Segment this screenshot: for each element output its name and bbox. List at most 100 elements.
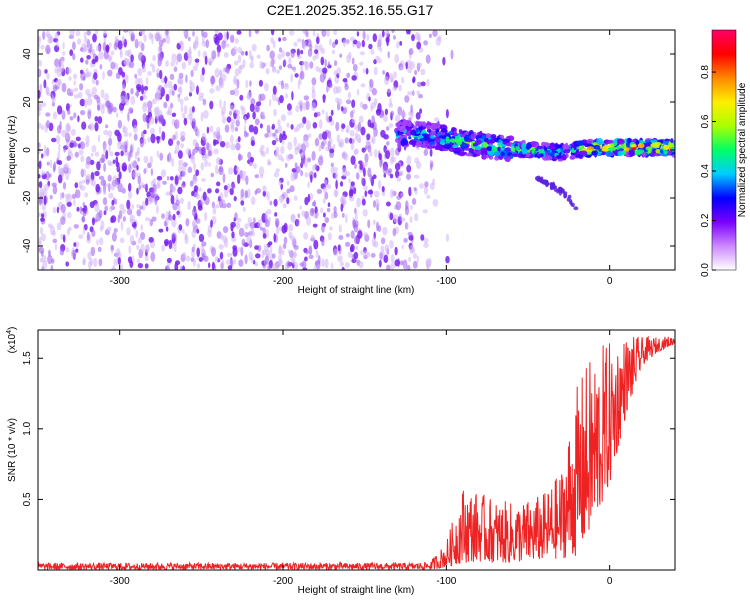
noise-blob	[278, 65, 283, 70]
noise-blob	[120, 221, 124, 231]
noise-blob	[254, 30, 259, 35]
noise-blob	[281, 133, 287, 141]
noise-blob	[282, 59, 287, 66]
noise-blob	[311, 85, 315, 93]
noise-blob	[445, 233, 450, 242]
noise-blob	[328, 82, 333, 89]
noise-blob	[209, 125, 214, 133]
noise-blob	[97, 134, 101, 143]
noise-blob	[254, 261, 259, 267]
noise-blob	[55, 134, 61, 144]
branch-blob	[563, 192, 567, 199]
noise-blob	[142, 113, 147, 123]
noise-blob	[406, 264, 411, 270]
noise-blob	[177, 97, 181, 103]
noise-blob	[62, 164, 68, 171]
noise-blob	[212, 139, 217, 147]
noise-blob	[187, 166, 193, 174]
noise-blob	[52, 230, 56, 237]
noise-blob	[330, 162, 334, 168]
noise-blob	[350, 110, 354, 119]
noise-blob	[353, 251, 359, 260]
noise-blob	[172, 213, 176, 221]
noise-blob	[100, 179, 107, 186]
noise-blob	[78, 180, 83, 189]
noise-blob	[38, 36, 42, 42]
noise-blob	[233, 109, 239, 114]
noise-blob	[65, 103, 70, 112]
noise-blob	[420, 81, 426, 87]
noise-blob	[144, 244, 150, 253]
noise-blob	[191, 229, 197, 239]
noise-blob	[300, 49, 304, 55]
noise-blob	[330, 262, 334, 270]
noise-blob	[246, 234, 252, 245]
noise-blob	[94, 170, 100, 177]
signal-blob	[415, 127, 419, 133]
noise-blob	[321, 30, 327, 37]
noise-blob	[363, 250, 369, 258]
noise-blob	[272, 40, 276, 49]
signal-blob	[415, 120, 420, 127]
noise-blob	[124, 58, 130, 66]
noise-blob	[112, 175, 118, 184]
noise-blob	[143, 138, 147, 145]
noise-blob	[396, 176, 402, 182]
noise-blob	[42, 30, 46, 40]
noise-blob	[66, 201, 72, 207]
noise-blob	[262, 190, 266, 197]
noise-blob	[273, 171, 280, 178]
noise-blob	[162, 37, 167, 43]
noise-blob	[316, 36, 320, 45]
noise-blob	[303, 43, 306, 51]
noise-blob	[285, 51, 291, 57]
noise-blob	[376, 108, 382, 113]
noise-blob	[352, 39, 358, 45]
noise-blob	[222, 199, 226, 207]
noise-blob	[275, 69, 281, 74]
signal-blob	[443, 143, 451, 150]
noise-blob	[423, 40, 428, 46]
noise-blob	[329, 137, 333, 146]
noise-blob	[108, 182, 111, 193]
signal-blob	[603, 139, 610, 145]
noise-blob	[66, 211, 72, 219]
noise-blob	[177, 150, 183, 159]
noise-blob	[103, 162, 106, 172]
noise-blob	[423, 242, 429, 248]
noise-blob	[187, 200, 191, 211]
noise-blob	[53, 161, 57, 172]
noise-blob	[60, 167, 64, 177]
noise-blob	[112, 159, 116, 164]
noise-blob	[308, 245, 313, 256]
noise-blob	[311, 150, 316, 161]
noise-blob	[374, 198, 380, 209]
noise-blob	[379, 251, 383, 260]
noise-blob	[346, 125, 350, 134]
noise-blob	[102, 197, 108, 206]
noise-blob	[73, 80, 76, 86]
noise-blob	[152, 98, 157, 105]
signal-blob	[562, 144, 569, 150]
noise-blob	[66, 122, 71, 128]
noise-blob	[353, 148, 359, 155]
noise-blob	[321, 258, 325, 268]
noise-blob	[423, 185, 429, 195]
noise-blob	[317, 156, 324, 166]
noise-blob	[211, 261, 215, 270]
noise-blob	[232, 75, 238, 86]
noise-blob	[111, 232, 117, 242]
noise-blob	[240, 200, 245, 206]
noise-blob	[210, 75, 216, 85]
snr-x-tick-label: -200	[273, 576, 293, 587]
noise-blob	[295, 218, 300, 225]
noise-blob	[295, 166, 301, 174]
noise-blob	[237, 174, 241, 185]
noise-blob	[300, 143, 306, 153]
noise-blob	[404, 205, 410, 216]
noise-blob	[83, 31, 87, 39]
noise-blob	[69, 49, 74, 56]
noise-blob	[60, 57, 65, 64]
noise-blob	[267, 161, 272, 166]
signal-blob	[561, 154, 567, 161]
